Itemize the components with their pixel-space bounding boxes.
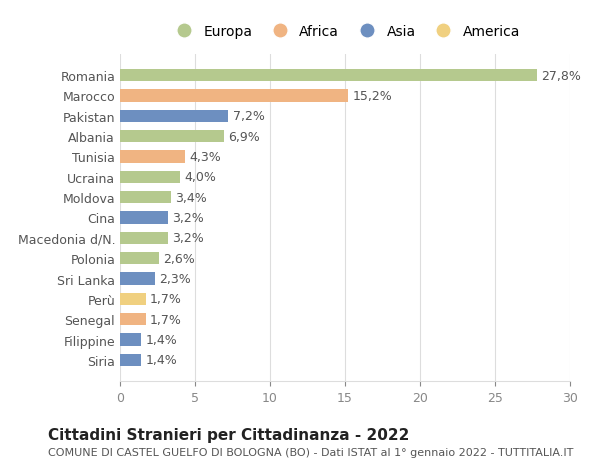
Bar bbox=[120, 252, 159, 265]
Bar bbox=[120, 171, 180, 184]
Text: 7,2%: 7,2% bbox=[233, 110, 265, 123]
Text: 3,2%: 3,2% bbox=[173, 232, 204, 245]
Bar bbox=[120, 131, 223, 143]
Text: 27,8%: 27,8% bbox=[542, 69, 581, 83]
Legend: Europa, Africa, Asia, America: Europa, Africa, Asia, America bbox=[164, 20, 526, 45]
Text: 3,4%: 3,4% bbox=[176, 191, 207, 204]
Bar bbox=[120, 273, 155, 285]
Text: Cittadini Stranieri per Cittadinanza - 2022: Cittadini Stranieri per Cittadinanza - 2… bbox=[48, 427, 409, 442]
Bar bbox=[120, 151, 185, 163]
Text: 4,3%: 4,3% bbox=[189, 151, 221, 164]
Text: 1,4%: 1,4% bbox=[146, 353, 177, 367]
Bar bbox=[120, 334, 141, 346]
Text: 15,2%: 15,2% bbox=[353, 90, 392, 103]
Bar bbox=[120, 212, 168, 224]
Text: COMUNE DI CASTEL GUELFO DI BOLOGNA (BO) - Dati ISTAT al 1° gennaio 2022 - TUTTIT: COMUNE DI CASTEL GUELFO DI BOLOGNA (BO) … bbox=[48, 448, 574, 458]
Bar bbox=[120, 70, 537, 82]
Text: 1,4%: 1,4% bbox=[146, 333, 177, 346]
Text: 4,0%: 4,0% bbox=[185, 171, 217, 184]
Bar bbox=[120, 111, 228, 123]
Bar bbox=[120, 313, 146, 325]
Bar bbox=[120, 90, 348, 102]
Bar bbox=[120, 354, 141, 366]
Text: 2,3%: 2,3% bbox=[159, 272, 191, 285]
Text: 1,7%: 1,7% bbox=[150, 293, 182, 306]
Text: 1,7%: 1,7% bbox=[150, 313, 182, 326]
Bar bbox=[120, 192, 171, 204]
Text: 6,9%: 6,9% bbox=[228, 130, 260, 143]
Bar bbox=[120, 232, 168, 244]
Text: 3,2%: 3,2% bbox=[173, 212, 204, 224]
Bar bbox=[120, 293, 146, 305]
Text: 2,6%: 2,6% bbox=[163, 252, 195, 265]
